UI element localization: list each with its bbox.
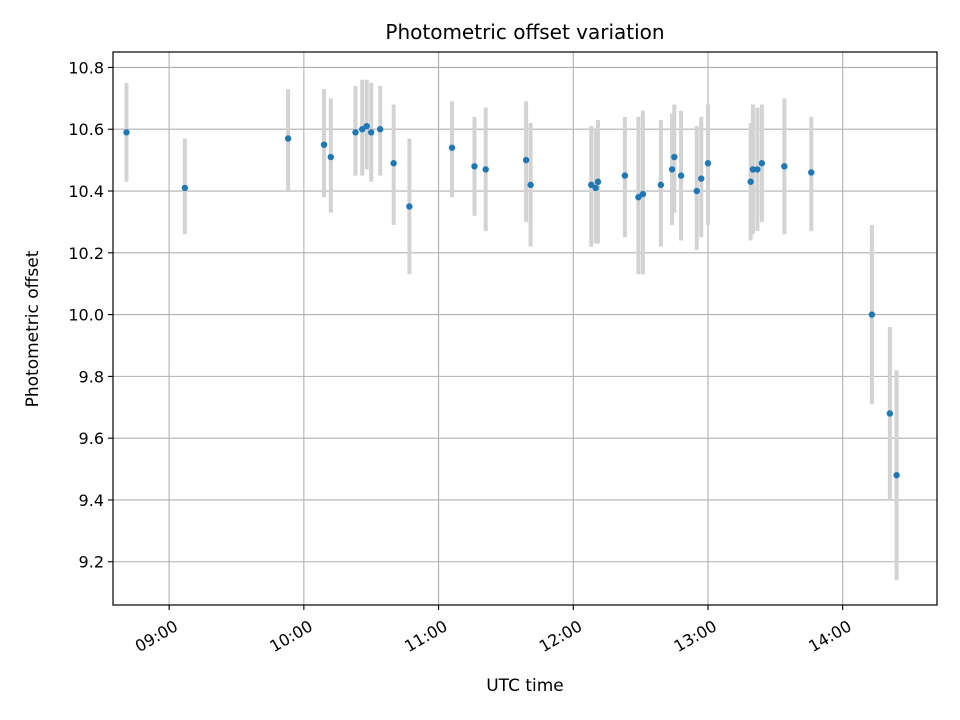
data-point-9 (376, 126, 384, 133)
data-point-23 (657, 181, 665, 189)
data-point-17 (588, 181, 595, 189)
plot-frame (112, 51, 938, 606)
data-point-20 (621, 172, 629, 179)
y-tick-label-3: 9.8 (79, 367, 104, 386)
data-point-37 (886, 410, 894, 417)
data-point-1 (181, 184, 189, 192)
data-point-22 (639, 190, 647, 198)
data-points (123, 122, 900, 479)
y-tick-label-5: 10.2 (68, 244, 104, 263)
y-axis: 9.2 9.4 9.6 9.8 10.0 10.2 10.4 10.6 10.8 (68, 58, 113, 572)
data-point-15 (522, 156, 530, 164)
y-tick-label-1: 9.4 (79, 491, 104, 510)
data-point-21 (635, 194, 642, 201)
y-tick-label-8: 10.8 (68, 58, 104, 77)
data-point-8 (368, 129, 375, 136)
data-point-34 (781, 163, 788, 170)
data-point-12 (448, 144, 456, 151)
chart-title: Photometric offset variation (385, 20, 664, 44)
data-point-26 (677, 172, 685, 179)
data-point-3 (320, 141, 328, 148)
data-point-0 (123, 129, 130, 136)
data-point-36 (868, 311, 876, 318)
data-point-31 (749, 166, 757, 173)
x-axis-title: UTC time (486, 676, 564, 696)
data-point-29 (704, 160, 712, 167)
y-tick-label-6: 10.4 (68, 182, 104, 201)
data-point-25 (671, 153, 678, 161)
data-point-35 (808, 169, 815, 176)
data-point-2 (284, 135, 292, 142)
y-tick-label-7: 10.6 (68, 120, 104, 139)
data-point-5 (352, 129, 359, 136)
data-point-19 (594, 178, 602, 185)
data-point-33 (758, 160, 766, 167)
data-point-16 (527, 181, 534, 189)
y-tick-label-2: 9.6 (79, 429, 104, 448)
y-tick-label-4: 10.0 (68, 306, 104, 325)
data-point-14 (482, 166, 489, 173)
data-point-38 (893, 472, 900, 479)
data-point-28 (698, 175, 705, 182)
data-point-18 (592, 184, 599, 192)
data-point-27 (693, 187, 700, 195)
y-tick-label-0: 9.2 (79, 553, 104, 572)
data-point-10 (390, 160, 397, 167)
data-point-30 (747, 178, 754, 185)
data-point-4 (327, 153, 334, 161)
data-point-32 (754, 166, 761, 173)
data-point-11 (406, 203, 413, 210)
data-point-13 (471, 163, 478, 170)
data-point-6 (359, 126, 366, 133)
y-axis-title: Photometric offset (23, 250, 43, 407)
data-point-24 (668, 166, 676, 173)
data-point-7 (363, 122, 370, 130)
